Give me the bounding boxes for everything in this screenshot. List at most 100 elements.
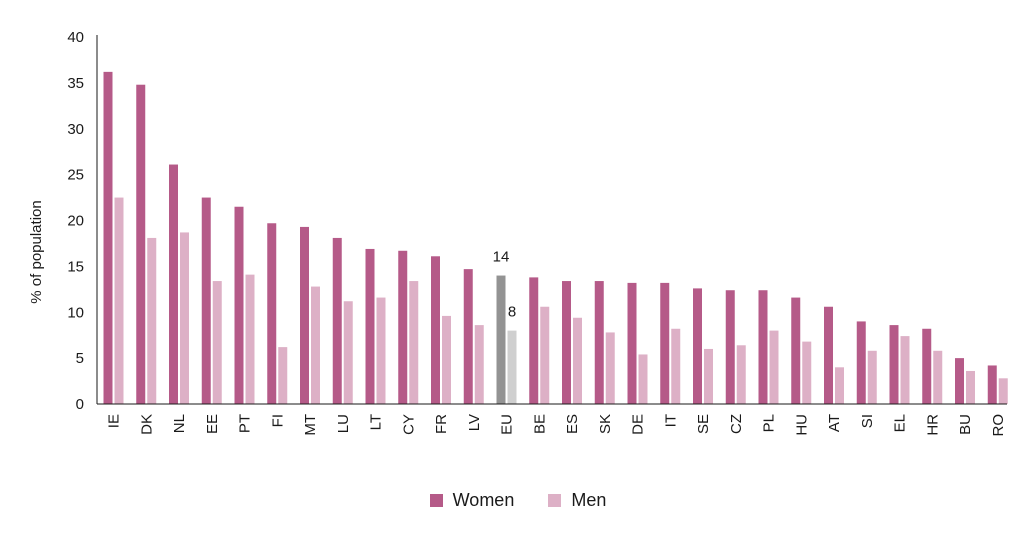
bar-men-hr [933, 350, 943, 404]
y-tick-label: 20 [67, 213, 84, 230]
x-tick-label: CY [400, 414, 417, 435]
bar-women-cy [398, 250, 408, 404]
bar-men-dk [147, 237, 157, 404]
x-tick-label: HR [924, 414, 941, 436]
bar-women-mt [300, 226, 309, 404]
x-tick-label: NL [171, 414, 188, 433]
bar-women-cz [725, 290, 735, 404]
bar-men-it [671, 328, 681, 404]
legend-label-men: Men [571, 490, 607, 510]
legend-item-women: Women [429, 490, 514, 511]
legend-swatch-women [429, 494, 443, 507]
bar-men-es [573, 317, 582, 404]
y-axis: 0 5 10 15 20 25 30 35 40 [67, 29, 98, 413]
bar-women-it [660, 282, 670, 404]
x-tick-label: DE [630, 414, 647, 435]
y-tick-label: 5 [76, 350, 84, 367]
x-tick-label: EU [499, 414, 516, 435]
y-tick-label: 35 [67, 75, 84, 92]
x-tick-label: LV [466, 414, 483, 431]
bar-men-lu [343, 301, 353, 404]
y-tick-label: 25 [67, 167, 84, 184]
y-tick-label: 15 [67, 258, 84, 275]
bar-men-ro [998, 378, 1008, 404]
x-tick-label: MT [302, 414, 319, 436]
x-tick-label: FI [269, 414, 286, 427]
bar-men-fr [442, 315, 451, 404]
bar-men-fi [278, 347, 288, 404]
bar-women-hr [922, 328, 932, 404]
legend-item-men: Men [548, 490, 606, 511]
bar-men-sk [605, 332, 615, 404]
x-tick-label: DK [138, 414, 155, 435]
bar-women-fr [431, 256, 440, 404]
bar-men-ee [212, 281, 222, 404]
bar-men-lv [474, 325, 484, 404]
x-tick-label: CZ [728, 414, 745, 434]
y-tick-label: 40 [67, 29, 84, 46]
bar-men-de [638, 354, 648, 404]
data-label: 14 [493, 249, 510, 266]
bar-women-ie [103, 71, 113, 405]
bar-women-lu [332, 237, 342, 404]
bar-women-be [529, 277, 539, 404]
bar-women-ro [987, 365, 997, 404]
bar-men-cz [736, 345, 746, 404]
x-tick-label: PL [761, 414, 778, 432]
x-tick-label: FR [433, 414, 450, 434]
bar-men-ie [114, 197, 124, 404]
x-tick-label: EE [204, 414, 221, 434]
bar-women-se [693, 288, 702, 404]
bar-women-si [856, 321, 866, 404]
x-tick-label: RO [990, 414, 1007, 437]
bar-men-mt [311, 286, 320, 404]
bar-women-hu [791, 297, 801, 404]
bar-women-at [824, 306, 833, 404]
bar-women-el [889, 325, 899, 404]
x-tick-label: BE [531, 414, 548, 434]
bar-men-si [867, 350, 877, 404]
x-tick-label: EL [892, 414, 909, 432]
y-axis-label: % of population [28, 200, 45, 303]
bar-women-pt [234, 206, 244, 404]
bar-women-dk [136, 84, 146, 405]
x-tick-label: IE [106, 414, 123, 428]
bar-men-hu [802, 341, 812, 404]
bar-women-de [627, 282, 637, 404]
bar-women-fi [267, 223, 277, 404]
bar-women-lt [365, 248, 375, 404]
bar-women-eu [496, 275, 506, 404]
bar-men-el [900, 336, 910, 404]
x-tick-label: ES [564, 414, 581, 434]
x-tick-label: BU [957, 414, 974, 435]
bar-men-se [704, 348, 713, 404]
y-tick-label: 30 [67, 121, 84, 138]
bar-men-be [540, 306, 550, 404]
bar-men-at [835, 367, 844, 404]
bar-men-eu [507, 330, 517, 404]
x-tick-label: LT [368, 414, 385, 430]
bar-men-nl [180, 232, 189, 404]
bar-women-bu [955, 358, 964, 404]
bar-men-cy [409, 281, 419, 404]
x-tick-label: HU [793, 414, 810, 436]
bar-women-es [562, 281, 571, 404]
bar-men-lt [376, 297, 386, 404]
bar-women-pl [758, 290, 768, 404]
bar-men-pl [769, 330, 779, 404]
legend: Women Men [0, 490, 1036, 511]
bar-women-lv [463, 269, 473, 404]
bar-men-pt [245, 274, 255, 404]
y-tick-label: 0 [76, 396, 84, 413]
y-tick-label: 10 [67, 304, 84, 321]
x-tick-label: LU [335, 414, 352, 433]
bar-men-bu [966, 370, 975, 404]
x-tick-label: SK [597, 414, 614, 434]
x-tick-label: SI [859, 414, 876, 428]
bar-women-sk [594, 281, 604, 404]
x-tick-label: PT [237, 414, 254, 433]
x-tick-label: IT [662, 414, 679, 427]
bar-women-nl [169, 164, 178, 404]
legend-swatch-men [548, 494, 562, 507]
